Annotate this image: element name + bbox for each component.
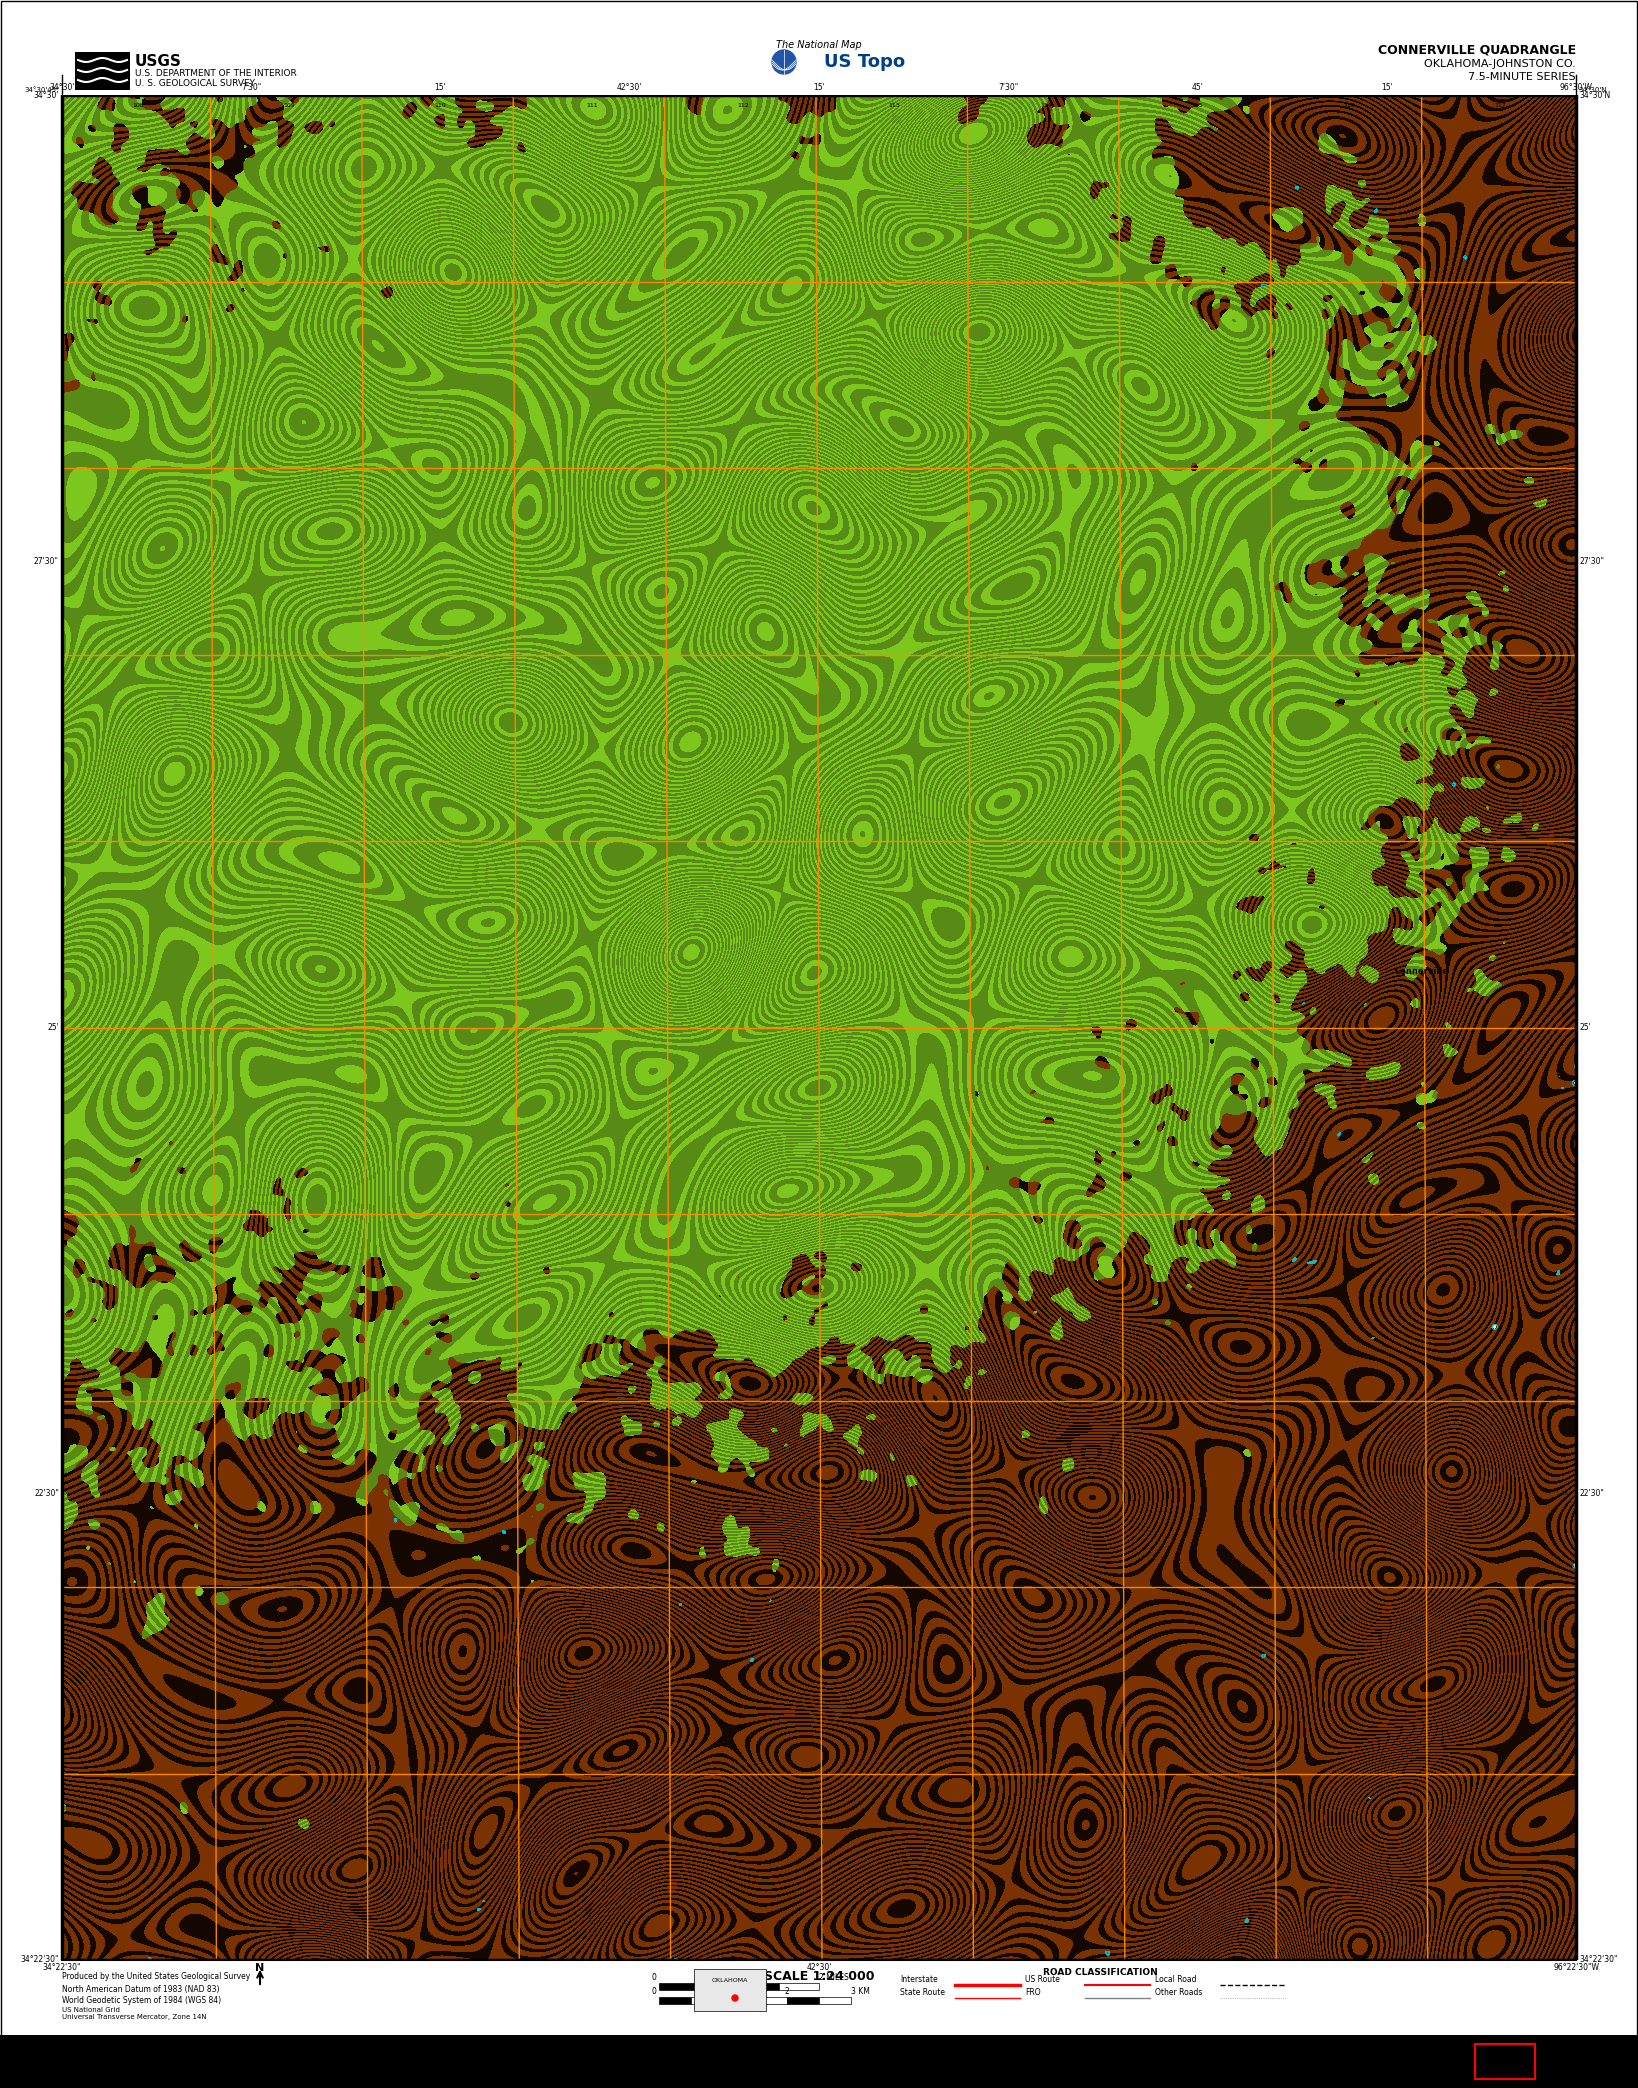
Text: Connerville: Connerville: [1394, 967, 1448, 975]
Text: 108: 108: [133, 102, 144, 109]
Text: T3: T3: [1561, 560, 1568, 564]
Text: 113: 113: [889, 102, 901, 109]
Text: T2: T2: [1561, 372, 1568, 378]
Text: State Route: State Route: [899, 1988, 945, 1996]
Bar: [699, 1984, 739, 1990]
Text: 7'30": 7'30": [998, 84, 1019, 92]
Text: 109: 109: [283, 102, 295, 109]
Text: OKLAHOMA-JOHNSTON CO.: OKLAHOMA-JOHNSTON CO.: [1425, 58, 1576, 69]
Text: 1: 1: [721, 1988, 726, 1996]
Text: T4: T4: [1561, 745, 1568, 750]
Text: 116: 116: [1343, 102, 1355, 109]
Text: T10: T10: [1558, 1865, 1568, 1869]
Text: OKLAHOMA: OKLAHOMA: [713, 1977, 749, 1982]
Text: US Topo: US Topo: [824, 52, 906, 71]
Text: 112: 112: [737, 102, 749, 109]
Text: 0: 0: [652, 1988, 657, 1996]
Text: U.S. DEPARTMENT OF THE INTERIOR: U.S. DEPARTMENT OF THE INTERIOR: [134, 69, 296, 79]
Text: T5: T5: [1561, 931, 1568, 938]
Bar: [819, 1996, 852, 2004]
Text: Produced by the United States Geological Survey: Produced by the United States Geological…: [62, 1971, 251, 1982]
Circle shape: [771, 50, 796, 73]
Bar: [75, 52, 129, 90]
Text: 115: 115: [1192, 102, 1204, 109]
Text: 2: 2: [785, 1988, 790, 1996]
Text: 22'30": 22'30": [1579, 1489, 1604, 1499]
Text: T6: T6: [1561, 1119, 1568, 1123]
Text: 96°30'W: 96°30'W: [1559, 84, 1592, 92]
Text: 1: 1: [737, 1973, 742, 1982]
Text: US National Grid
Universal Transverse Mercator, Zone 14N: US National Grid Universal Transverse Me…: [62, 2007, 206, 2019]
Text: 3 KM: 3 KM: [852, 1988, 870, 1996]
Text: 22'30": 22'30": [34, 1489, 59, 1499]
Text: US Route: US Route: [1025, 1975, 1060, 1984]
Text: 27'30": 27'30": [1579, 557, 1604, 566]
Text: 34°22'30": 34°22'30": [43, 1963, 82, 1971]
Bar: [658, 1996, 691, 2004]
Bar: [1474, 2044, 1535, 2080]
Text: U. S. GEOLOGICAL SURVEY: U. S. GEOLOGICAL SURVEY: [134, 79, 256, 88]
Text: 15': 15': [434, 84, 447, 92]
Text: 111: 111: [586, 102, 598, 109]
Text: T1: T1: [1561, 186, 1568, 190]
Text: 2 MILES: 2 MILES: [819, 1973, 848, 1982]
Bar: [0, 0, 1638, 94]
Bar: [780, 1984, 819, 1990]
Bar: [786, 1996, 819, 2004]
Bar: [691, 1996, 722, 2004]
Bar: [658, 1984, 699, 1990]
Text: 34°30'N: 34°30'N: [1577, 88, 1607, 94]
Text: 42°30': 42°30': [618, 84, 642, 92]
Text: 15': 15': [1381, 84, 1392, 92]
Text: Local Road: Local Road: [1155, 1975, 1196, 1984]
Text: 34°22'30": 34°22'30": [21, 1956, 59, 1965]
Bar: [62, 94, 1576, 1961]
Text: 42°30': 42°30': [806, 1963, 832, 1971]
Text: 117: 117: [1494, 102, 1507, 109]
Text: ROAD CLASSIFICATION: ROAD CLASSIFICATION: [1043, 1969, 1158, 1977]
Text: 45': 45': [1191, 84, 1204, 92]
Text: 114: 114: [1040, 102, 1052, 109]
Text: 27'30": 27'30": [34, 557, 59, 566]
Text: 34°30'N: 34°30'N: [1579, 90, 1610, 100]
Text: 110: 110: [434, 102, 446, 109]
Text: USGS: USGS: [134, 54, 182, 69]
Text: T9: T9: [1561, 1679, 1568, 1683]
Circle shape: [732, 1994, 739, 2000]
Text: 15': 15': [812, 84, 826, 92]
Bar: [0, 2036, 1638, 2088]
Text: 25': 25': [1579, 1023, 1590, 1031]
Text: 7.5-MINUTE SERIES: 7.5-MINUTE SERIES: [1468, 71, 1576, 81]
Text: The National Map: The National Map: [776, 40, 862, 50]
Text: 34°30'45": 34°30'45": [25, 88, 61, 94]
Text: SCALE 1:24 000: SCALE 1:24 000: [763, 1969, 875, 1984]
Text: World Geodetic System of 1984 (WGS 84): World Geodetic System of 1984 (WGS 84): [62, 1996, 221, 2004]
Text: 0: 0: [652, 1973, 657, 1982]
Text: North American Datum of 1983 (NAD 83): North American Datum of 1983 (NAD 83): [62, 1986, 219, 1994]
Text: CONNERVILLE QUADRANGLE: CONNERVILLE QUADRANGLE: [1378, 44, 1576, 56]
Text: 34°30': 34°30': [49, 84, 75, 92]
Text: N: N: [256, 1963, 265, 1973]
Text: T7: T7: [1561, 1305, 1568, 1309]
Bar: [0, 1961, 1638, 2036]
Text: 7'30": 7'30": [241, 84, 262, 92]
Text: Interstate: Interstate: [899, 1975, 937, 1984]
Text: 34°30': 34°30': [33, 90, 59, 100]
FancyBboxPatch shape: [695, 1969, 767, 2011]
Text: T8: T8: [1561, 1491, 1568, 1497]
Bar: [739, 1984, 780, 1990]
Text: FRO: FRO: [1025, 1988, 1040, 1996]
Bar: [722, 1996, 755, 2004]
Text: 25': 25': [48, 1023, 59, 1031]
Text: 34°22'30": 34°22'30": [1579, 1956, 1617, 1965]
Text: Other Roads: Other Roads: [1155, 1988, 1202, 1996]
Bar: [0, 0, 2, 2088]
Text: 96°22'30"W: 96°22'30"W: [1553, 1963, 1599, 1971]
Bar: [1636, 0, 1638, 2088]
Bar: [755, 1996, 786, 2004]
